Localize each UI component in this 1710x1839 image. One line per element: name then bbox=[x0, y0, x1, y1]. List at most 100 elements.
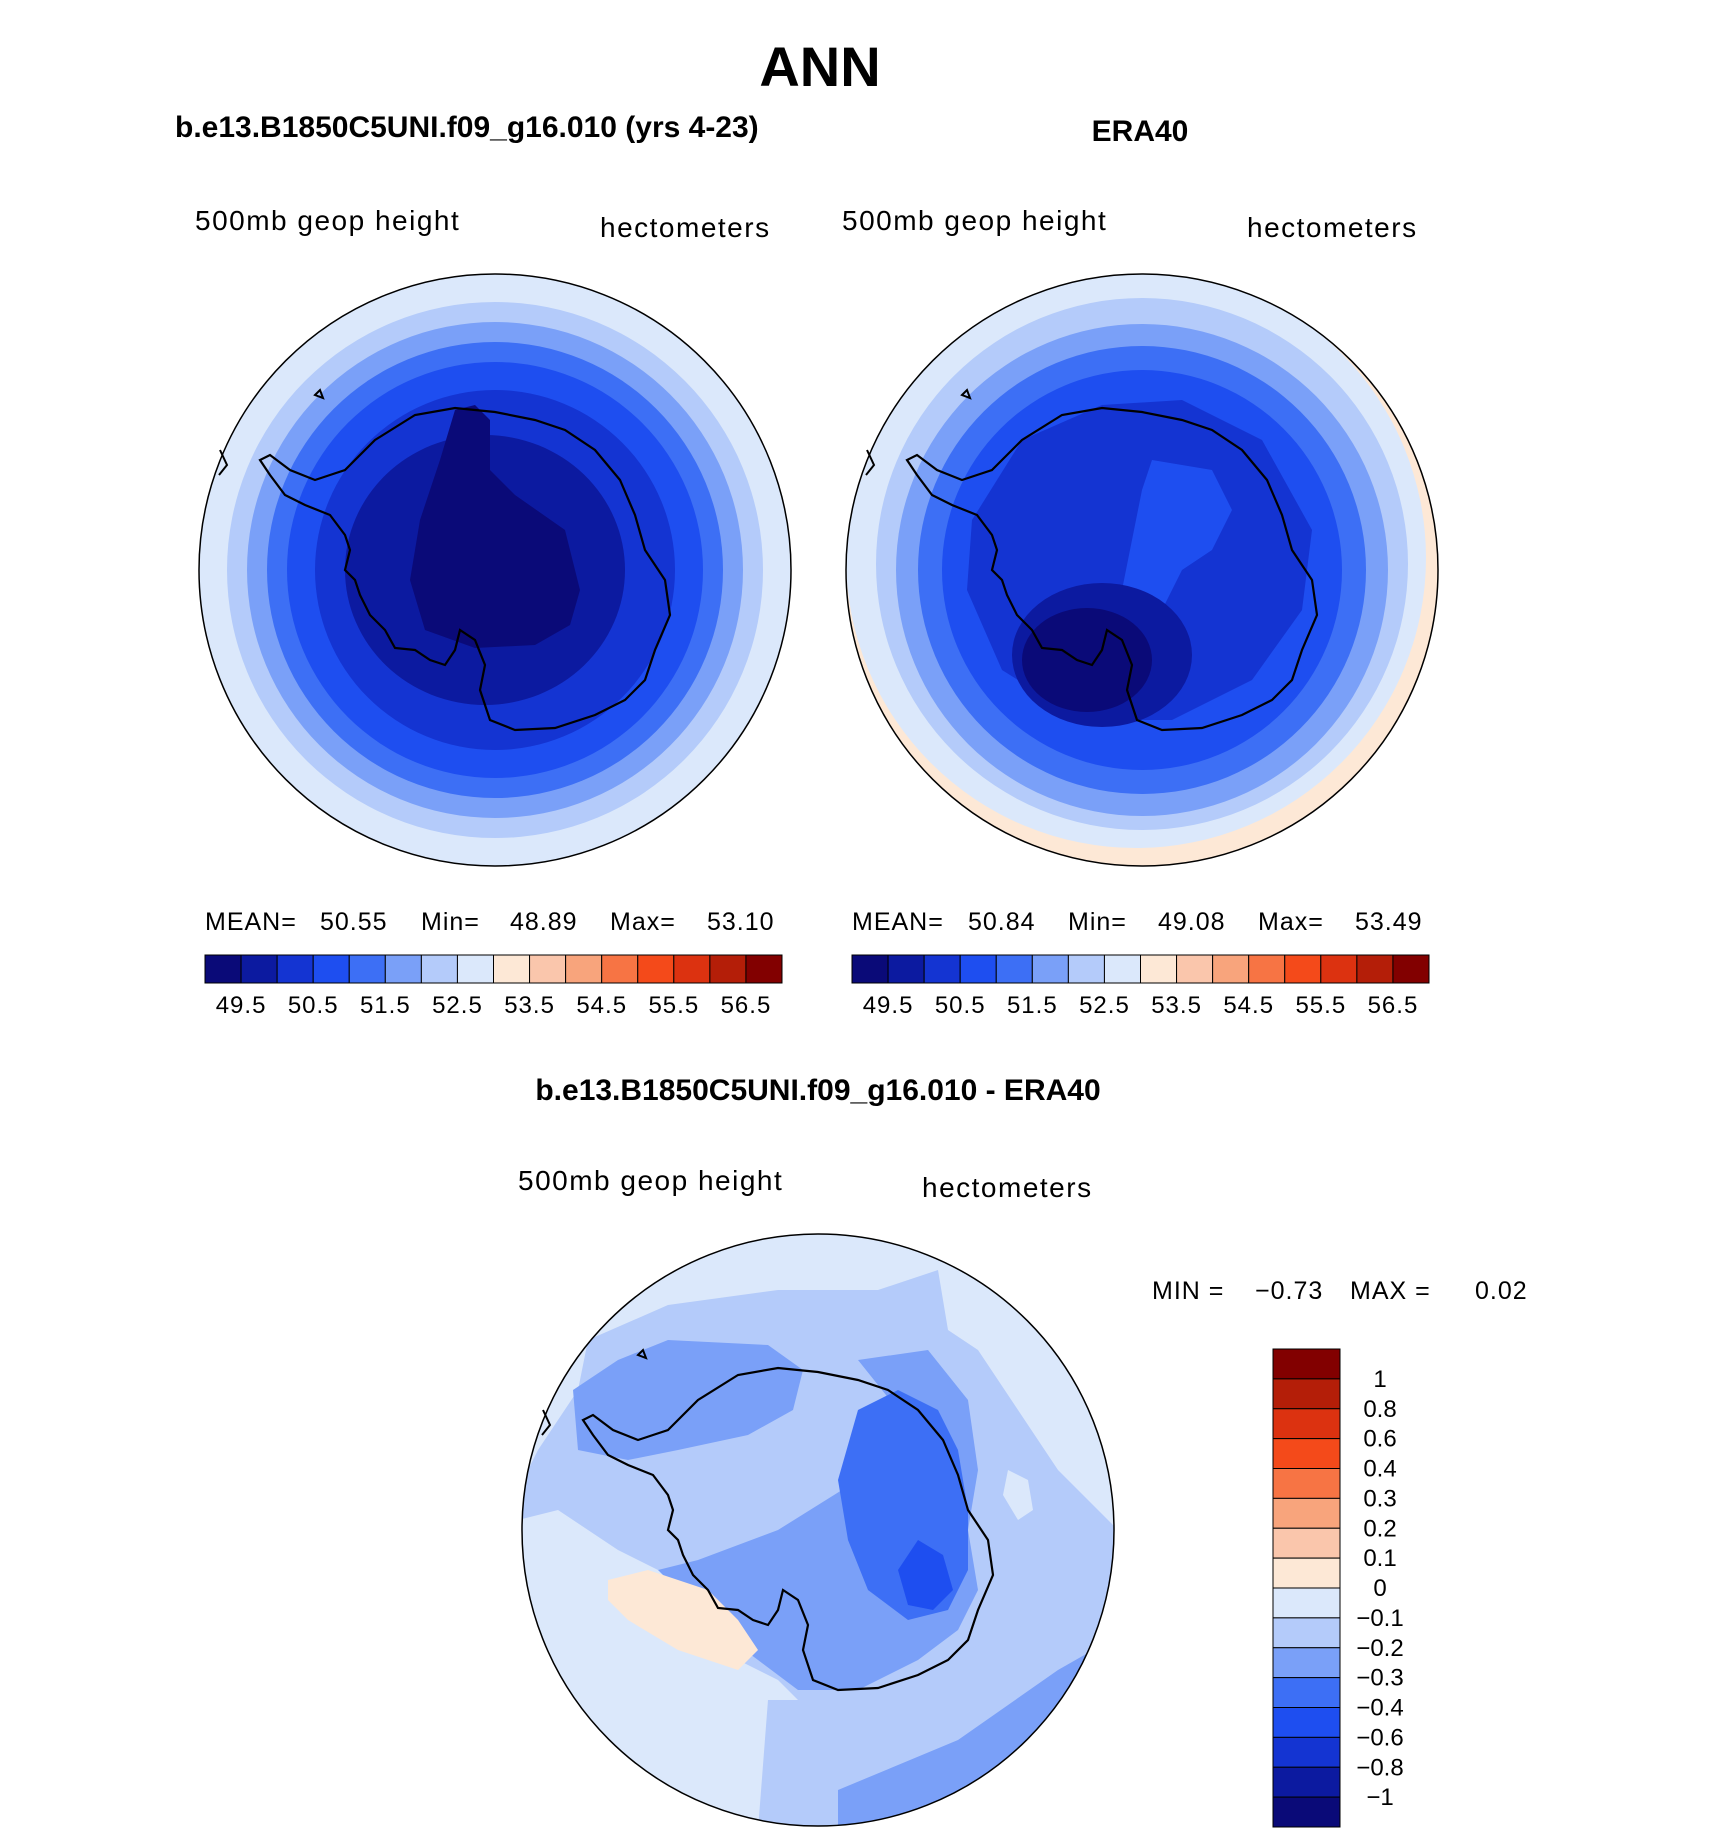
contour-rings-obs bbox=[846, 274, 1438, 866]
contour-band bbox=[573, 1340, 803, 1460]
colorbar-swatch bbox=[1031, 954, 1069, 984]
polar-map-obs bbox=[845, 273, 1439, 867]
colorbar-tick-label: 0.8 bbox=[1363, 1396, 1396, 1423]
colorbar-tick-label: 51.5 bbox=[1007, 992, 1058, 1019]
figure-title: ANN bbox=[759, 35, 880, 98]
coastline-island bbox=[313, 388, 325, 400]
colorbar-swatch bbox=[1176, 954, 1214, 984]
colorbar-tick-label: 0.1 bbox=[1363, 1545, 1396, 1572]
colorbar-tick-label: 49.5 bbox=[863, 992, 914, 1019]
colorbar-tick-label: −0.8 bbox=[1356, 1754, 1403, 1781]
stat-min-label: MIN = bbox=[1152, 1277, 1224, 1305]
colorbar-tick-label: −1 bbox=[1366, 1784, 1393, 1811]
colorbar-swatch bbox=[601, 954, 639, 984]
colorbar-swatch bbox=[240, 954, 278, 984]
stats-diff: MIN = −0.73 MAX = 0.02 bbox=[1152, 1277, 1527, 1305]
colorbar-tick-label: 50.5 bbox=[288, 992, 339, 1019]
colorbar-swatch bbox=[637, 954, 675, 984]
polar-map-diff bbox=[521, 1233, 1115, 1827]
colorbar-tick-label: 1 bbox=[1373, 1366, 1386, 1393]
stat-max-value: 53.49 bbox=[1355, 908, 1423, 936]
stats-model: MEAN= 50.55 Min= 48.89 Max= 53.10 bbox=[205, 908, 774, 936]
colorbar-swatch bbox=[1272, 1497, 1341, 1529]
colorbar-swatch bbox=[1272, 1408, 1341, 1440]
stat-mean-label: MEAN= bbox=[852, 908, 944, 936]
colorbar-swatch bbox=[348, 954, 386, 984]
colorbar-swatch bbox=[1272, 1527, 1341, 1559]
map-boundary bbox=[845, 273, 1439, 867]
colorbar-swatch bbox=[1320, 954, 1358, 984]
stat-mean-label: MEAN= bbox=[205, 908, 297, 936]
stat-max-label: Max= bbox=[1258, 908, 1324, 936]
stat-max-label: MAX = bbox=[1350, 1277, 1431, 1305]
stat-mean-value: 50.84 bbox=[968, 908, 1036, 936]
colorbar-tick-label: 54.5 bbox=[1223, 992, 1274, 1019]
coastline-island bbox=[636, 1348, 648, 1360]
panel-model: b.e13.B1850C5UNI.f09_g16.010 (yrs 4-23) … bbox=[175, 111, 792, 1019]
contour-band bbox=[1122, 460, 1232, 630]
colorbar-tick-label: 50.5 bbox=[935, 992, 986, 1019]
colorbar-tick-label: −0.3 bbox=[1356, 1665, 1403, 1692]
contour-band bbox=[1018, 1740, 1114, 1826]
colorbar-swatch bbox=[276, 954, 314, 984]
stat-min-value: 48.89 bbox=[510, 908, 578, 936]
colorbar-diff: 1 0.8 0.6 0.40.3 0.2 0.1 0 −0.1 −0.2 −0.3 −0.4−0.6… bbox=[1272, 1348, 1404, 1828]
colorbar-tick-label: 0.3 bbox=[1363, 1485, 1396, 1512]
stat-mean-value: 50.55 bbox=[320, 908, 388, 936]
colorbar-swatch bbox=[312, 954, 350, 984]
colorbar-tick-label: 53.5 bbox=[504, 992, 555, 1019]
colorbar-swatch bbox=[1392, 954, 1430, 984]
colorbar-tick-label: 49.5 bbox=[216, 992, 267, 1019]
colorbar-tick-label: 52.5 bbox=[1079, 992, 1130, 1019]
colorbar-swatch bbox=[995, 954, 1033, 984]
panel-obs-units: hectometers bbox=[1247, 212, 1418, 243]
colorbar-swatch bbox=[1272, 1348, 1341, 1380]
colorbar-tick-label: −0.1 bbox=[1356, 1605, 1403, 1632]
colorbar-tick-label: 52.5 bbox=[432, 992, 483, 1019]
panel-diff-variable: 500mb geop height bbox=[518, 1165, 783, 1196]
colorbar-swatch bbox=[1284, 954, 1322, 984]
colorbar-swatch bbox=[1272, 1677, 1341, 1708]
colorbar-tick-label: 0.2 bbox=[1363, 1515, 1396, 1542]
colorbar-tick-label: 54.5 bbox=[576, 992, 627, 1019]
panel-obs-variable: 500mb geop height bbox=[842, 205, 1107, 236]
colorbar-swatch bbox=[1272, 1707, 1341, 1738]
polar-map-model bbox=[198, 273, 792, 867]
colorbar-swatch bbox=[887, 954, 925, 984]
panel-diff-units: hectometers bbox=[922, 1172, 1093, 1203]
colorbar-swatch bbox=[529, 954, 567, 984]
colorbar-swatch bbox=[1356, 954, 1394, 984]
colorbar-swatch bbox=[1272, 1736, 1341, 1768]
colorbar-tick-label: 56.5 bbox=[1368, 992, 1419, 1019]
colorbar-tick-label: 55.5 bbox=[648, 992, 699, 1019]
contour-band bbox=[1003, 1470, 1033, 1520]
colorbar-swatch bbox=[1272, 1378, 1341, 1410]
contour-band bbox=[1022, 608, 1152, 712]
panel-model-title: b.e13.B1850C5UNI.f09_g16.010 (yrs 4-23) bbox=[175, 111, 759, 144]
panel-model-units: hectometers bbox=[600, 212, 771, 243]
colorbar-tick-label: 51.5 bbox=[360, 992, 411, 1019]
map-boundary bbox=[521, 1233, 1115, 1827]
colorbar-swatch bbox=[851, 954, 889, 984]
colorbar-swatch bbox=[745, 954, 783, 984]
panel-obs-title: ERA40 bbox=[1092, 115, 1189, 148]
colorbar-tick-label: 0 bbox=[1373, 1575, 1386, 1602]
colorbar-tick-label: 55.5 bbox=[1295, 992, 1346, 1019]
colorbar-obs: 49.5 50.5 51.5 52.5 53.5 54.5 55.5 56.5 bbox=[851, 954, 1430, 1019]
colorbar-swatch bbox=[1212, 954, 1250, 984]
colorbar-swatch bbox=[1272, 1587, 1341, 1619]
contour-regions-diff bbox=[522, 1234, 1114, 1826]
colorbar-swatch bbox=[1248, 954, 1286, 984]
contour-band bbox=[410, 405, 580, 648]
colorbar-swatch bbox=[1272, 1617, 1341, 1649]
stat-min-value: −0.73 bbox=[1255, 1277, 1323, 1305]
colorbar-tick-label: −0.6 bbox=[1356, 1724, 1403, 1751]
panel-model-variable: 500mb geop height bbox=[195, 205, 460, 236]
stat-max-label: Max= bbox=[610, 908, 676, 936]
colorbar-swatch bbox=[384, 954, 422, 984]
colorbar-swatch bbox=[1272, 1766, 1341, 1798]
map-boundary bbox=[198, 273, 792, 867]
colorbar-tick-label: 53.5 bbox=[1151, 992, 1202, 1019]
colorbar-swatch bbox=[673, 954, 711, 984]
coastline-island bbox=[960, 388, 972, 400]
